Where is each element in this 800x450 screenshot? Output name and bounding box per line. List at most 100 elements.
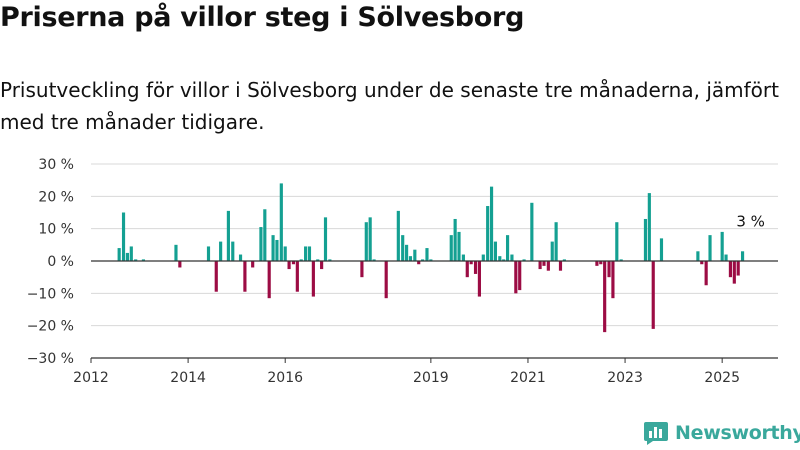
bar (396, 210, 400, 261)
x-tick-label: 2012 (73, 370, 109, 386)
bar (595, 261, 599, 266)
bar (372, 259, 376, 261)
bar (724, 254, 728, 261)
tick-labels: 30 % 20 % 10 % 0 % −10 % −20 % −30 % 2012 2014 20… (27, 157, 765, 386)
bar (603, 261, 607, 333)
bar (510, 254, 514, 261)
bar (384, 261, 388, 299)
bar (538, 261, 542, 270)
bar (599, 261, 603, 265)
bar (401, 235, 405, 261)
bar (489, 186, 494, 261)
bar (425, 248, 429, 261)
y-tick-label: −30 % (27, 351, 74, 367)
bar (453, 218, 457, 261)
bar (287, 261, 291, 270)
bar (275, 239, 279, 261)
bar (279, 183, 283, 261)
bar (125, 252, 129, 261)
y-tick-label: 30 % (38, 157, 74, 173)
bar (498, 256, 502, 261)
bar (316, 259, 320, 261)
bar (267, 261, 271, 299)
bar (720, 231, 724, 261)
bar (469, 261, 473, 265)
bar (643, 218, 648, 261)
bar (328, 259, 332, 261)
bar (117, 248, 121, 261)
bar (493, 241, 498, 261)
bar (651, 261, 655, 329)
bar (473, 261, 478, 274)
x-tick-label: 2021 (510, 370, 546, 386)
bar (530, 202, 534, 261)
chart-title: Priserna på villor steg i Sölvesborg (0, 2, 525, 33)
bar (219, 241, 223, 261)
bar (457, 231, 461, 261)
bar (178, 261, 182, 268)
brand-name: Newsworthy (675, 422, 800, 444)
newsworthy-logo[interactable]: Newsworthy (643, 420, 800, 446)
bar (554, 222, 558, 261)
bar (129, 246, 133, 261)
bar (465, 261, 469, 278)
bar (134, 259, 138, 261)
bar (732, 261, 736, 284)
bar (291, 261, 296, 265)
bar (421, 259, 425, 261)
bar (558, 261, 563, 271)
bar (283, 246, 287, 261)
bar (486, 206, 490, 261)
bar (299, 259, 303, 261)
y-tick-label: −20 % (27, 319, 74, 335)
latest-value-label: 3 % (736, 212, 765, 230)
bar (615, 222, 619, 261)
bar (231, 241, 235, 261)
chart-subtitle: Prisutveckling för villor i Sölvesborg u… (0, 78, 779, 134)
bar (647, 193, 651, 261)
bar (562, 259, 566, 261)
bar (736, 261, 740, 276)
bar (619, 259, 623, 261)
bar (121, 212, 126, 261)
bar (413, 249, 417, 261)
bar (360, 261, 364, 278)
bar (408, 256, 413, 261)
bar (405, 244, 409, 261)
bar (522, 259, 526, 261)
bar (417, 261, 421, 265)
bar (174, 244, 178, 261)
bar (251, 261, 255, 268)
bar (700, 261, 704, 265)
bar (546, 261, 550, 271)
y-tick-label: 20 % (38, 189, 74, 205)
x-tick-label: 2014 (170, 370, 206, 386)
bar (307, 246, 312, 261)
bar (141, 259, 146, 261)
bar (611, 261, 615, 299)
bar (206, 246, 211, 261)
bar (659, 238, 664, 261)
y-tick-label: −10 % (27, 286, 74, 302)
bar (518, 261, 522, 291)
bars (117, 183, 745, 333)
axes (90, 260, 778, 363)
bar (320, 261, 324, 270)
bar (449, 235, 453, 261)
bar (243, 261, 247, 292)
y-tick-label: 0 % (47, 254, 74, 270)
bar (542, 261, 546, 266)
bar (728, 261, 732, 278)
price-change-bar-chart: 30 % 20 % 10 % 0 % −10 % −20 % −30 % 2012 2014 20… (27, 157, 778, 386)
bar (514, 261, 518, 294)
bar (461, 254, 465, 261)
bar (368, 217, 372, 261)
bar (505, 235, 510, 261)
y-tick-label: 10 % (38, 222, 74, 238)
bar (304, 246, 308, 261)
bar (214, 261, 218, 292)
bar (238, 254, 243, 261)
bar (477, 261, 481, 297)
bar (696, 251, 700, 261)
bar (550, 241, 554, 261)
